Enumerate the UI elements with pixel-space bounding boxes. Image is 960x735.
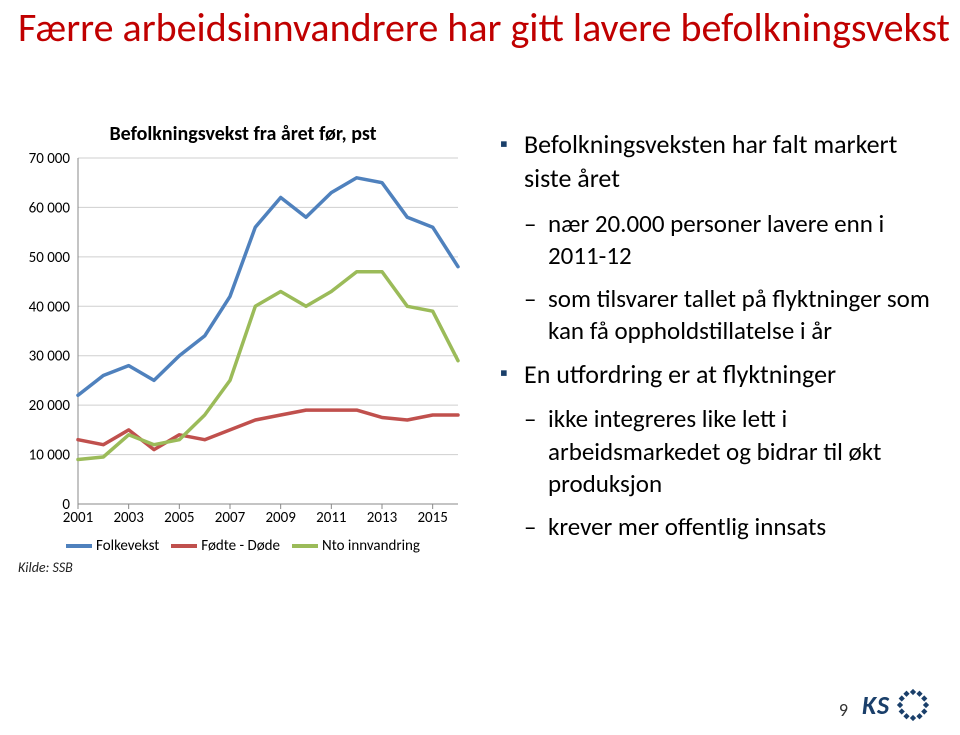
- svg-text:2013: 2013: [367, 509, 398, 527]
- svg-text:70 000: 70 000: [29, 150, 71, 168]
- legend-label: Nto innvandring: [322, 537, 420, 555]
- svg-text:2009: 2009: [265, 509, 296, 527]
- svg-text:60 000: 60 000: [29, 199, 71, 217]
- bullet-level1: En utfordring er at flyktninger: [500, 358, 940, 392]
- svg-text:10 000: 10 000: [29, 447, 71, 465]
- legend-label: Folkevekst: [96, 537, 159, 555]
- svg-text:2007: 2007: [215, 509, 246, 527]
- legend-swatch: [292, 544, 318, 548]
- bullet-level2: nær 20.000 personer lavere enn i 2011-12: [500, 208, 940, 273]
- svg-text:2005: 2005: [164, 509, 194, 527]
- svg-text:2011: 2011: [316, 509, 346, 527]
- svg-text:20 000: 20 000: [29, 397, 71, 415]
- page-number: 9: [839, 699, 848, 721]
- legend-item: Nto innvandring: [292, 537, 420, 555]
- chart-title: Befolkningsvekst fra året før, pst: [18, 122, 468, 146]
- svg-text:2001: 2001: [63, 509, 93, 527]
- legend-swatch: [171, 544, 197, 548]
- bullet-level2: ikke integreres like lett i arbeidsmarke…: [500, 403, 940, 501]
- chart-source: Kilde: SSB: [18, 559, 468, 576]
- ks-logo: KS: [862, 685, 940, 725]
- chart-legend: Folkevekst Fødte - Døde Nto innvandring: [18, 537, 468, 555]
- logo-ring-icon: [896, 688, 930, 722]
- bullet-list: Befolkningsveksten har falt markert sist…: [500, 128, 940, 553]
- legend-label: Fødte - Døde: [201, 537, 280, 555]
- slide-title: Færre arbeidsinnvandrere har gitt lavere…: [18, 6, 950, 51]
- svg-text:2003: 2003: [113, 509, 144, 527]
- line-chart: 010 00020 00030 00040 00050 00060 00070 …: [18, 150, 468, 530]
- legend-item: Folkevekst: [66, 537, 159, 555]
- svg-text:30 000: 30 000: [29, 348, 71, 366]
- svg-text:2015: 2015: [417, 509, 447, 527]
- bullet-level2: som tilsvarer tallet på flyktninger som …: [500, 283, 940, 348]
- chart-container: Befolkningsvekst fra året før, pst 010 0…: [18, 122, 468, 582]
- svg-text:50 000: 50 000: [29, 249, 71, 267]
- bullet-level1: Befolkningsveksten har falt markert sist…: [500, 128, 940, 196]
- bullet-level2: krever mer offentlig innsats: [500, 511, 940, 544]
- legend-swatch: [66, 544, 92, 548]
- logo-text: KS: [862, 689, 890, 721]
- svg-text:40 000: 40 000: [29, 298, 71, 316]
- legend-item: Fødte - Døde: [171, 537, 280, 555]
